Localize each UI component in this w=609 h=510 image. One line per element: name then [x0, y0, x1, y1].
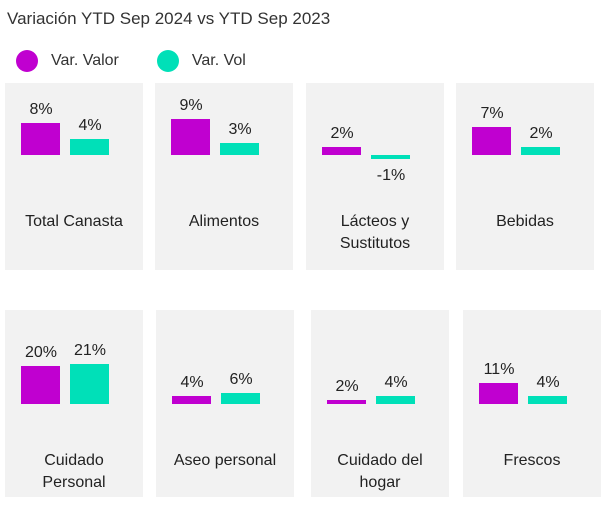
legend-label-valor: Var. Valor [51, 52, 119, 69]
bar-valor [171, 119, 210, 155]
bar-vol [371, 155, 410, 159]
bar-valor [327, 400, 366, 404]
legend-label-vol: Var. Vol [191, 52, 246, 69]
bar-valor [21, 366, 60, 404]
legend-swatch-valor [16, 50, 38, 72]
panel-aseo-personal: 4% 6% Aseo personal [156, 310, 294, 497]
category-label: Cuidado Personal [42, 452, 106, 491]
bar-valor [172, 396, 211, 404]
data-label-valor: 4% [180, 374, 204, 392]
bar-vol [70, 139, 109, 155]
bar-vol [521, 147, 560, 155]
legend: Var. Valor Var. Vol [16, 50, 246, 72]
chart-title: Variación YTD Sep 2024 vs YTD Sep 2023 [7, 9, 331, 28]
panel-cuidado-personal: 20% 21% Cuidado Personal [5, 310, 143, 497]
legend-item-vol: Var. Vol [156, 50, 246, 72]
panel-alimentos: 9% 3% Alimentos [155, 83, 293, 270]
data-label-vol: 6% [229, 370, 253, 388]
bar-vol [70, 364, 109, 404]
category-label: Total Canasta [25, 213, 123, 230]
bar-valor [322, 147, 361, 155]
panel-cuidado-del-hogar: 2% 4% Cuidado del hogar [311, 310, 449, 497]
legend-swatch-vol [156, 50, 179, 72]
data-label-vol: 21% [73, 342, 107, 360]
panel-l-cteos-y-sustitutos: 2% -1% Lácteos y Sustitutos [306, 83, 444, 270]
data-label-vol: 3% [228, 121, 252, 138]
data-label-vol: 4% [78, 117, 102, 134]
panel-frescos: 11% 4% Frescos [463, 310, 601, 497]
category-label: Frescos [503, 452, 561, 469]
category-label: Bebidas [496, 213, 554, 230]
bar-valor [472, 127, 511, 155]
legend-item-valor: Var. Valor [16, 50, 119, 72]
category-label: Lácteos y Sustitutos [339, 213, 411, 252]
data-label-valor: 20% [24, 344, 58, 361]
category-label: Alimentos [188, 213, 260, 230]
data-label-valor: 2% [330, 125, 354, 142]
data-label-valor: 7% [480, 105, 504, 122]
bar-vol [221, 392, 260, 404]
bar-vol [220, 143, 259, 155]
bar-valor [21, 123, 60, 155]
panel-total-canasta: 8% 4% Total Canasta [5, 83, 143, 270]
bar-valor [479, 383, 518, 404]
category-label: Cuidado del hogar [337, 452, 423, 491]
bar-vol [528, 396, 567, 404]
bar-vol [376, 396, 415, 404]
data-label-vol: -1% [376, 167, 406, 184]
data-label-vol: 2% [529, 125, 553, 142]
data-label-vol: 4% [536, 374, 560, 392]
data-label-vol: 4% [384, 374, 408, 392]
data-label-valor: 9% [179, 97, 203, 114]
data-label-valor: 8% [29, 101, 53, 118]
category-label: Aseo personal [173, 452, 277, 469]
panel-bebidas: 7% 2% Bebidas [456, 83, 594, 270]
data-label-valor: 2% [335, 378, 359, 395]
data-label-valor: 11% [483, 361, 515, 379]
